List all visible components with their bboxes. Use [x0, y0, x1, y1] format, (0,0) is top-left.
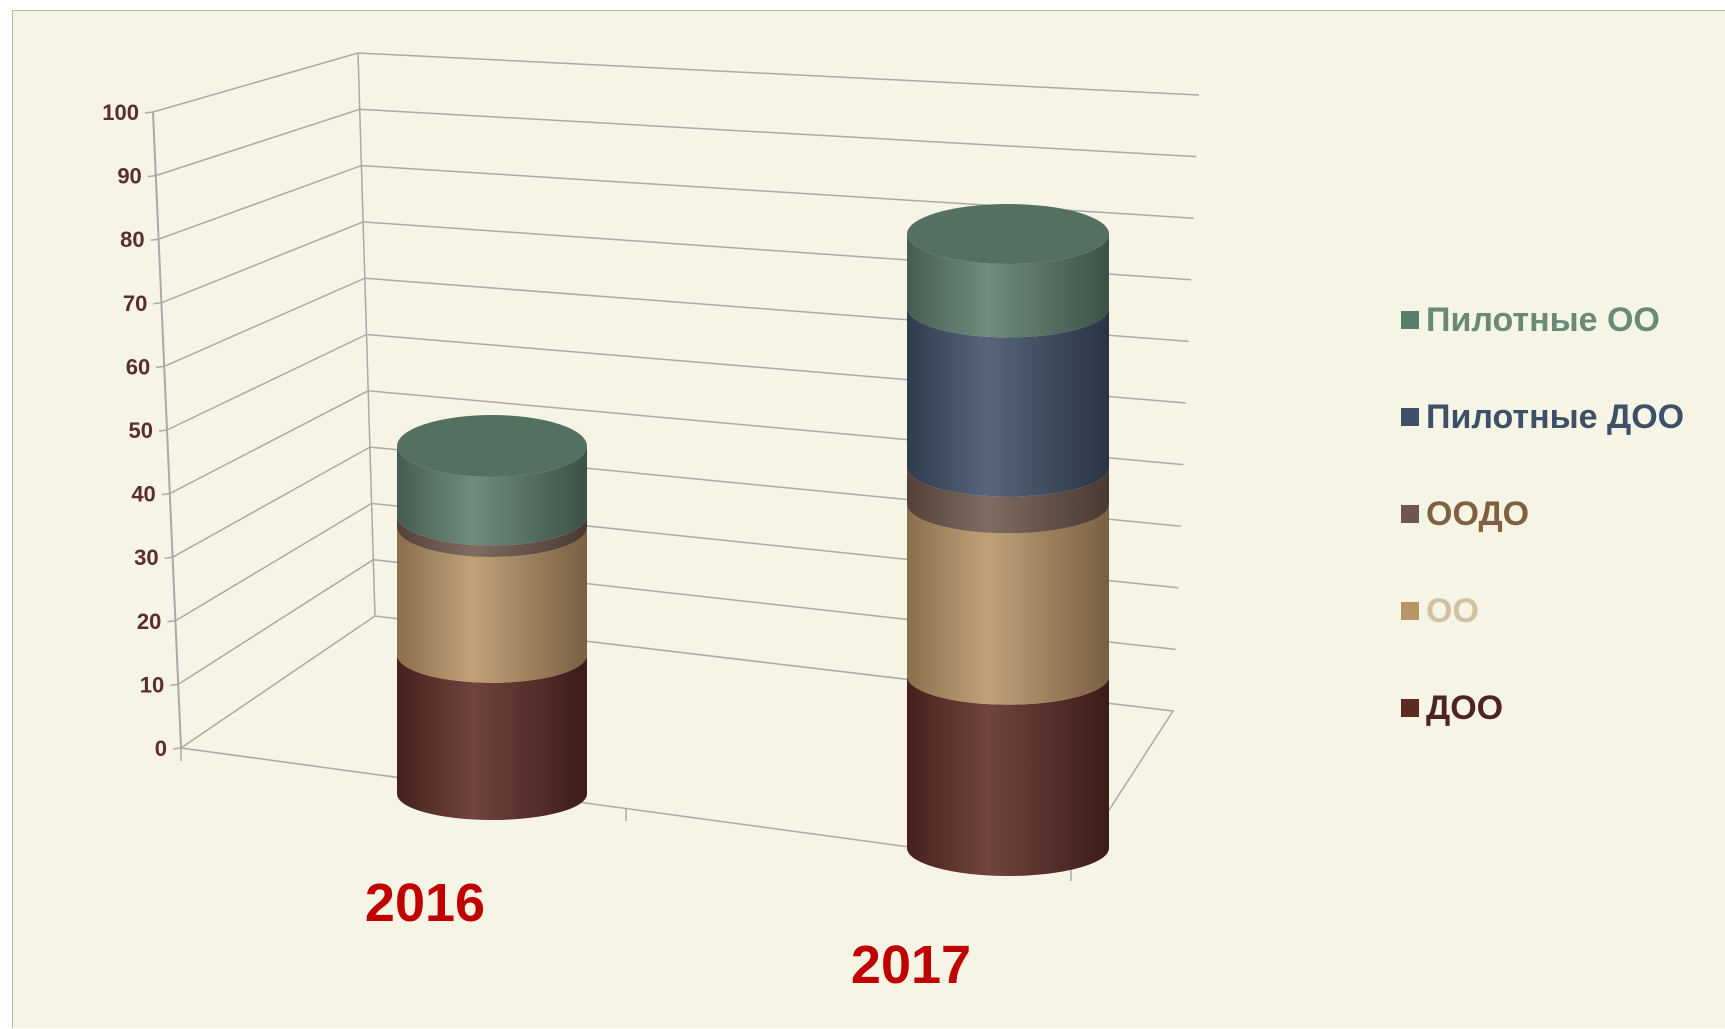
bar-segment: [397, 527, 587, 683]
y-tick-mark: [156, 365, 165, 369]
y-tick-mark: [147, 174, 156, 178]
chart-area: 0 10 20 30 40 50 60 70 80 90 100 2016 2017 Пилотные…: [12, 10, 1725, 1028]
y-tick-label: 80: [120, 227, 144, 252]
legend-item: ООДО: [1401, 495, 1529, 533]
y-tick-mark: [164, 556, 173, 559]
bar-segment: [907, 307, 1109, 497]
legend-swatch: [1401, 699, 1419, 717]
y-tick-label: 50: [129, 418, 153, 443]
legend-swatch: [1401, 311, 1419, 329]
y-tick-label: 0: [155, 736, 167, 761]
y-tick-label: 10: [140, 672, 164, 697]
x-tick-label: 2017: [851, 935, 971, 995]
legend-item: Пилотные ОО: [1401, 301, 1660, 339]
legend-label: ОО: [1426, 592, 1479, 630]
bar-top-cap: [397, 415, 587, 477]
gridline: [152, 52, 1200, 113]
chart-canvas: 0 10 20 30 40 50 60 70 80 90 100 2016 2017 Пилотные…: [102, 52, 1684, 995]
bar-segment: [397, 446, 587, 546]
y-tick-mark: [167, 620, 176, 623]
legend-item: ДОО: [1401, 689, 1503, 727]
legend-item: ОО: [1401, 592, 1479, 630]
legend-label: Пилотные ДОО: [1426, 398, 1684, 436]
gridline: [158, 164, 1194, 240]
y-tick-mark: [170, 683, 179, 687]
y-tick-label: 100: [102, 100, 139, 125]
y-tick-label: 90: [117, 164, 141, 189]
bar-segment: [907, 676, 1109, 876]
y-tick-mark: [172, 747, 182, 750]
bar-top-cap: [907, 204, 1109, 264]
chart-floor: [180, 615, 1175, 870]
y-tick-label: 30: [134, 545, 158, 570]
legend-label: Пилотные ОО: [1426, 301, 1660, 339]
y-tick-mark: [153, 302, 162, 305]
y-tick-mark: [158, 429, 168, 432]
bar-group-2017: [907, 204, 1109, 876]
y-tick-mark: [144, 111, 154, 114]
y-tick-label: 20: [137, 609, 161, 634]
y-tick-mark: [150, 238, 159, 241]
y-tick-label: 70: [123, 291, 147, 316]
gridline: [155, 108, 1197, 177]
y-tick-mark: [161, 492, 170, 496]
legend-label: ДОО: [1426, 689, 1503, 727]
y-tick-label: 40: [131, 482, 155, 507]
legend-swatch: [1401, 408, 1419, 426]
y-tick-label: 60: [126, 354, 150, 379]
bar-segment: [397, 654, 587, 820]
bar-group-2016: [397, 415, 587, 820]
bar-segment: [907, 234, 1109, 338]
bar-segment: [907, 467, 1109, 534]
x-tick-label: 2016: [365, 873, 485, 933]
legend-label: ООДО: [1426, 495, 1529, 533]
legend-item: Пилотные ДОО: [1401, 398, 1684, 436]
bar-segment: [907, 504, 1109, 705]
legend-swatch: [1401, 505, 1419, 523]
legend-swatch: [1401, 602, 1419, 620]
bar-segment: [397, 515, 587, 558]
